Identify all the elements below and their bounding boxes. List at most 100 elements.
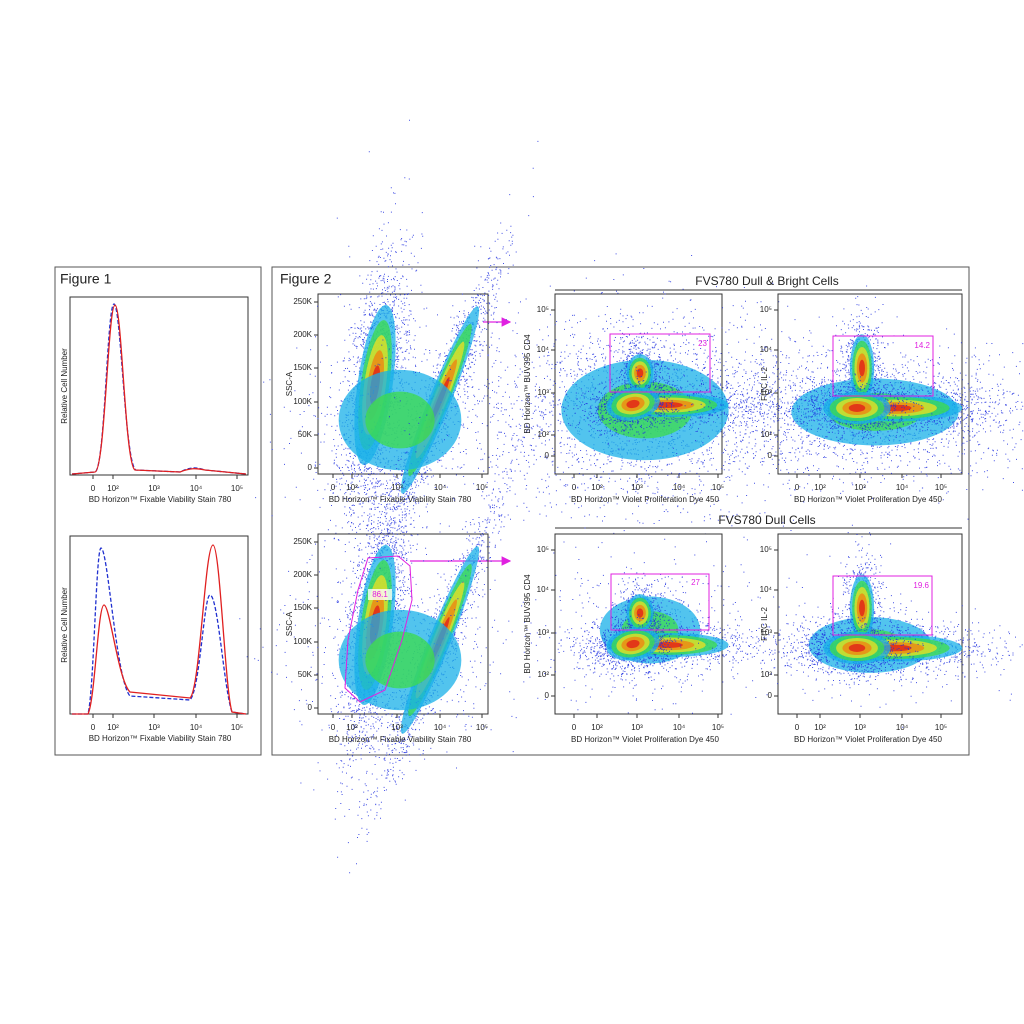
x-tick-label: 10⁵ [476,483,488,492]
y-tick-label: 0 [308,463,313,472]
y-tick-label: 100K [293,637,312,646]
y-axis-label: BD Horizon™ BUV395 CD4 [523,574,532,674]
y-tick-label: 10³ [760,388,772,397]
x-axis-label: BD Horizon™ Fixable Viability Stain 780 [329,735,472,744]
x-tick-label: 10² [346,483,358,492]
x-tick-label: 0 [795,483,800,492]
y-axis-label: SSC-A [285,611,294,636]
y-tick-label: 50K [298,430,313,439]
x-tick-label: 10⁴ [434,723,447,732]
event-dots [502,374,834,437]
x-tick-label: 10² [346,723,358,732]
x-tick-label: 10² [107,723,119,732]
gate-label: 86.1 [372,590,388,599]
x-tick-label: 10⁵ [935,483,947,492]
y-tick-label: 10⁵ [760,305,772,314]
plots: 0 10² 10³ 10⁴ 10⁵ BD Horizon™ Fixable Viabili… [60,119,1024,874]
density-contour [636,608,644,618]
plot-frame [69,296,249,476]
x-axis-label: BD Horizon™ Violet Proliferation Dye 450 [571,735,719,744]
x-tick-label: 10³ [148,723,160,732]
y-tick-label: 0 [768,451,773,460]
event-dots [832,524,892,696]
y-tick-label: 10⁵ [537,305,549,314]
figure2-frame [271,266,970,756]
x-tick-label: 10⁵ [712,723,724,732]
x-tick-label: 10² [814,483,826,492]
x-tick-label: 0 [572,483,577,492]
event-dots [714,369,1024,444]
x-tick-label: 10⁵ [231,723,243,732]
density-contour [365,631,435,689]
x-axis-label: BD Horizon™ Fixable Viability Stain 780 [329,495,472,504]
x-tick-label: 0 [91,484,96,493]
density-contour [365,391,435,449]
y-tick-label: 250K [293,297,312,306]
y-tick-label: 250K [293,537,312,546]
figure2-title: Figure 2 [280,271,332,287]
y-axis-label: FITC IL-2 [760,367,769,401]
x-axis-label: BD Horizon™ Violet Proliferation Dye 450 [794,735,942,744]
y-tick-label: 10³ [760,628,772,637]
plot-frame [317,293,489,475]
gate [832,575,933,636]
x-tick-label: 0 [795,723,800,732]
x-tick-label: 0 [572,723,577,732]
row-header: FVS780 Dull Cells [718,513,815,527]
plot-frame [554,533,723,715]
x-tick-label: 10³ [391,483,403,492]
x-tick-label: 10⁴ [190,723,203,732]
y-tick-label: 10³ [537,388,549,397]
density-contour [626,399,640,409]
x-axis-label: BD Horizon™ Fixable Viability Stain 780 [89,495,232,504]
x-tick-label: 10³ [631,723,643,732]
x-tick-label: 10⁴ [434,483,447,492]
gate-label-bg [368,589,392,600]
y-tick-label: 100K [293,397,312,406]
density-contour [626,639,640,649]
x-tick-label: 10² [591,723,603,732]
row-header: FVS780 Dull & Bright Cells [695,274,838,288]
y-tick-label: 200K [293,330,312,339]
x-axis-label: BD Horizon™ Violet Proliferation Dye 450 [571,495,719,504]
density-contour [859,359,865,377]
y-axis-label: SSC-A [285,371,294,396]
x-axis-label: BD Horizon™ Fixable Viability Stain 780 [89,734,232,743]
x-tick-label: 10³ [148,484,160,493]
y-tick-label: 0 [768,691,773,700]
gate [344,555,413,703]
gate [610,573,710,631]
y-tick-label: 10⁴ [760,345,773,354]
y-tick-label: 10⁴ [537,585,550,594]
y-tick-label: 10³ [537,628,549,637]
x-tick-label: 10⁴ [190,484,203,493]
y-tick-label: 10⁵ [760,545,772,554]
figure1-title: Figure 1 [60,271,112,287]
density-contour [859,599,865,617]
gate-label: 19.6 [913,581,929,590]
plot-frame [777,533,963,715]
x-axis-label: BD Horizon™ Violet Proliferation Dye 450 [794,495,942,504]
x-tick-label: 10⁴ [896,483,909,492]
histogram-red [71,304,247,475]
x-tick-label: 10³ [854,723,866,732]
x-tick-label: 10⁵ [231,484,243,493]
y-axis-label: Relative Cell Number [60,587,69,663]
y-axis-label: Relative Cell Number [60,348,69,424]
y-tick-label: 10² [537,670,549,679]
x-tick-label: 10² [814,723,826,732]
x-tick-label: 10⁴ [673,723,686,732]
y-tick-label: 10² [537,430,549,439]
y-tick-label: 200K [293,570,312,579]
event-dots [345,140,539,627]
gate-label: 23 [698,339,707,348]
y-tick-label: 0 [308,703,313,712]
plot-frame [317,533,489,715]
y-tick-label: 150K [293,363,312,372]
x-tick-label: 0 [91,723,96,732]
x-tick-label: 10⁴ [896,723,909,732]
density-contour [848,644,866,652]
y-tick-label: 10² [760,430,772,439]
gate-label: 14.2 [914,341,930,350]
